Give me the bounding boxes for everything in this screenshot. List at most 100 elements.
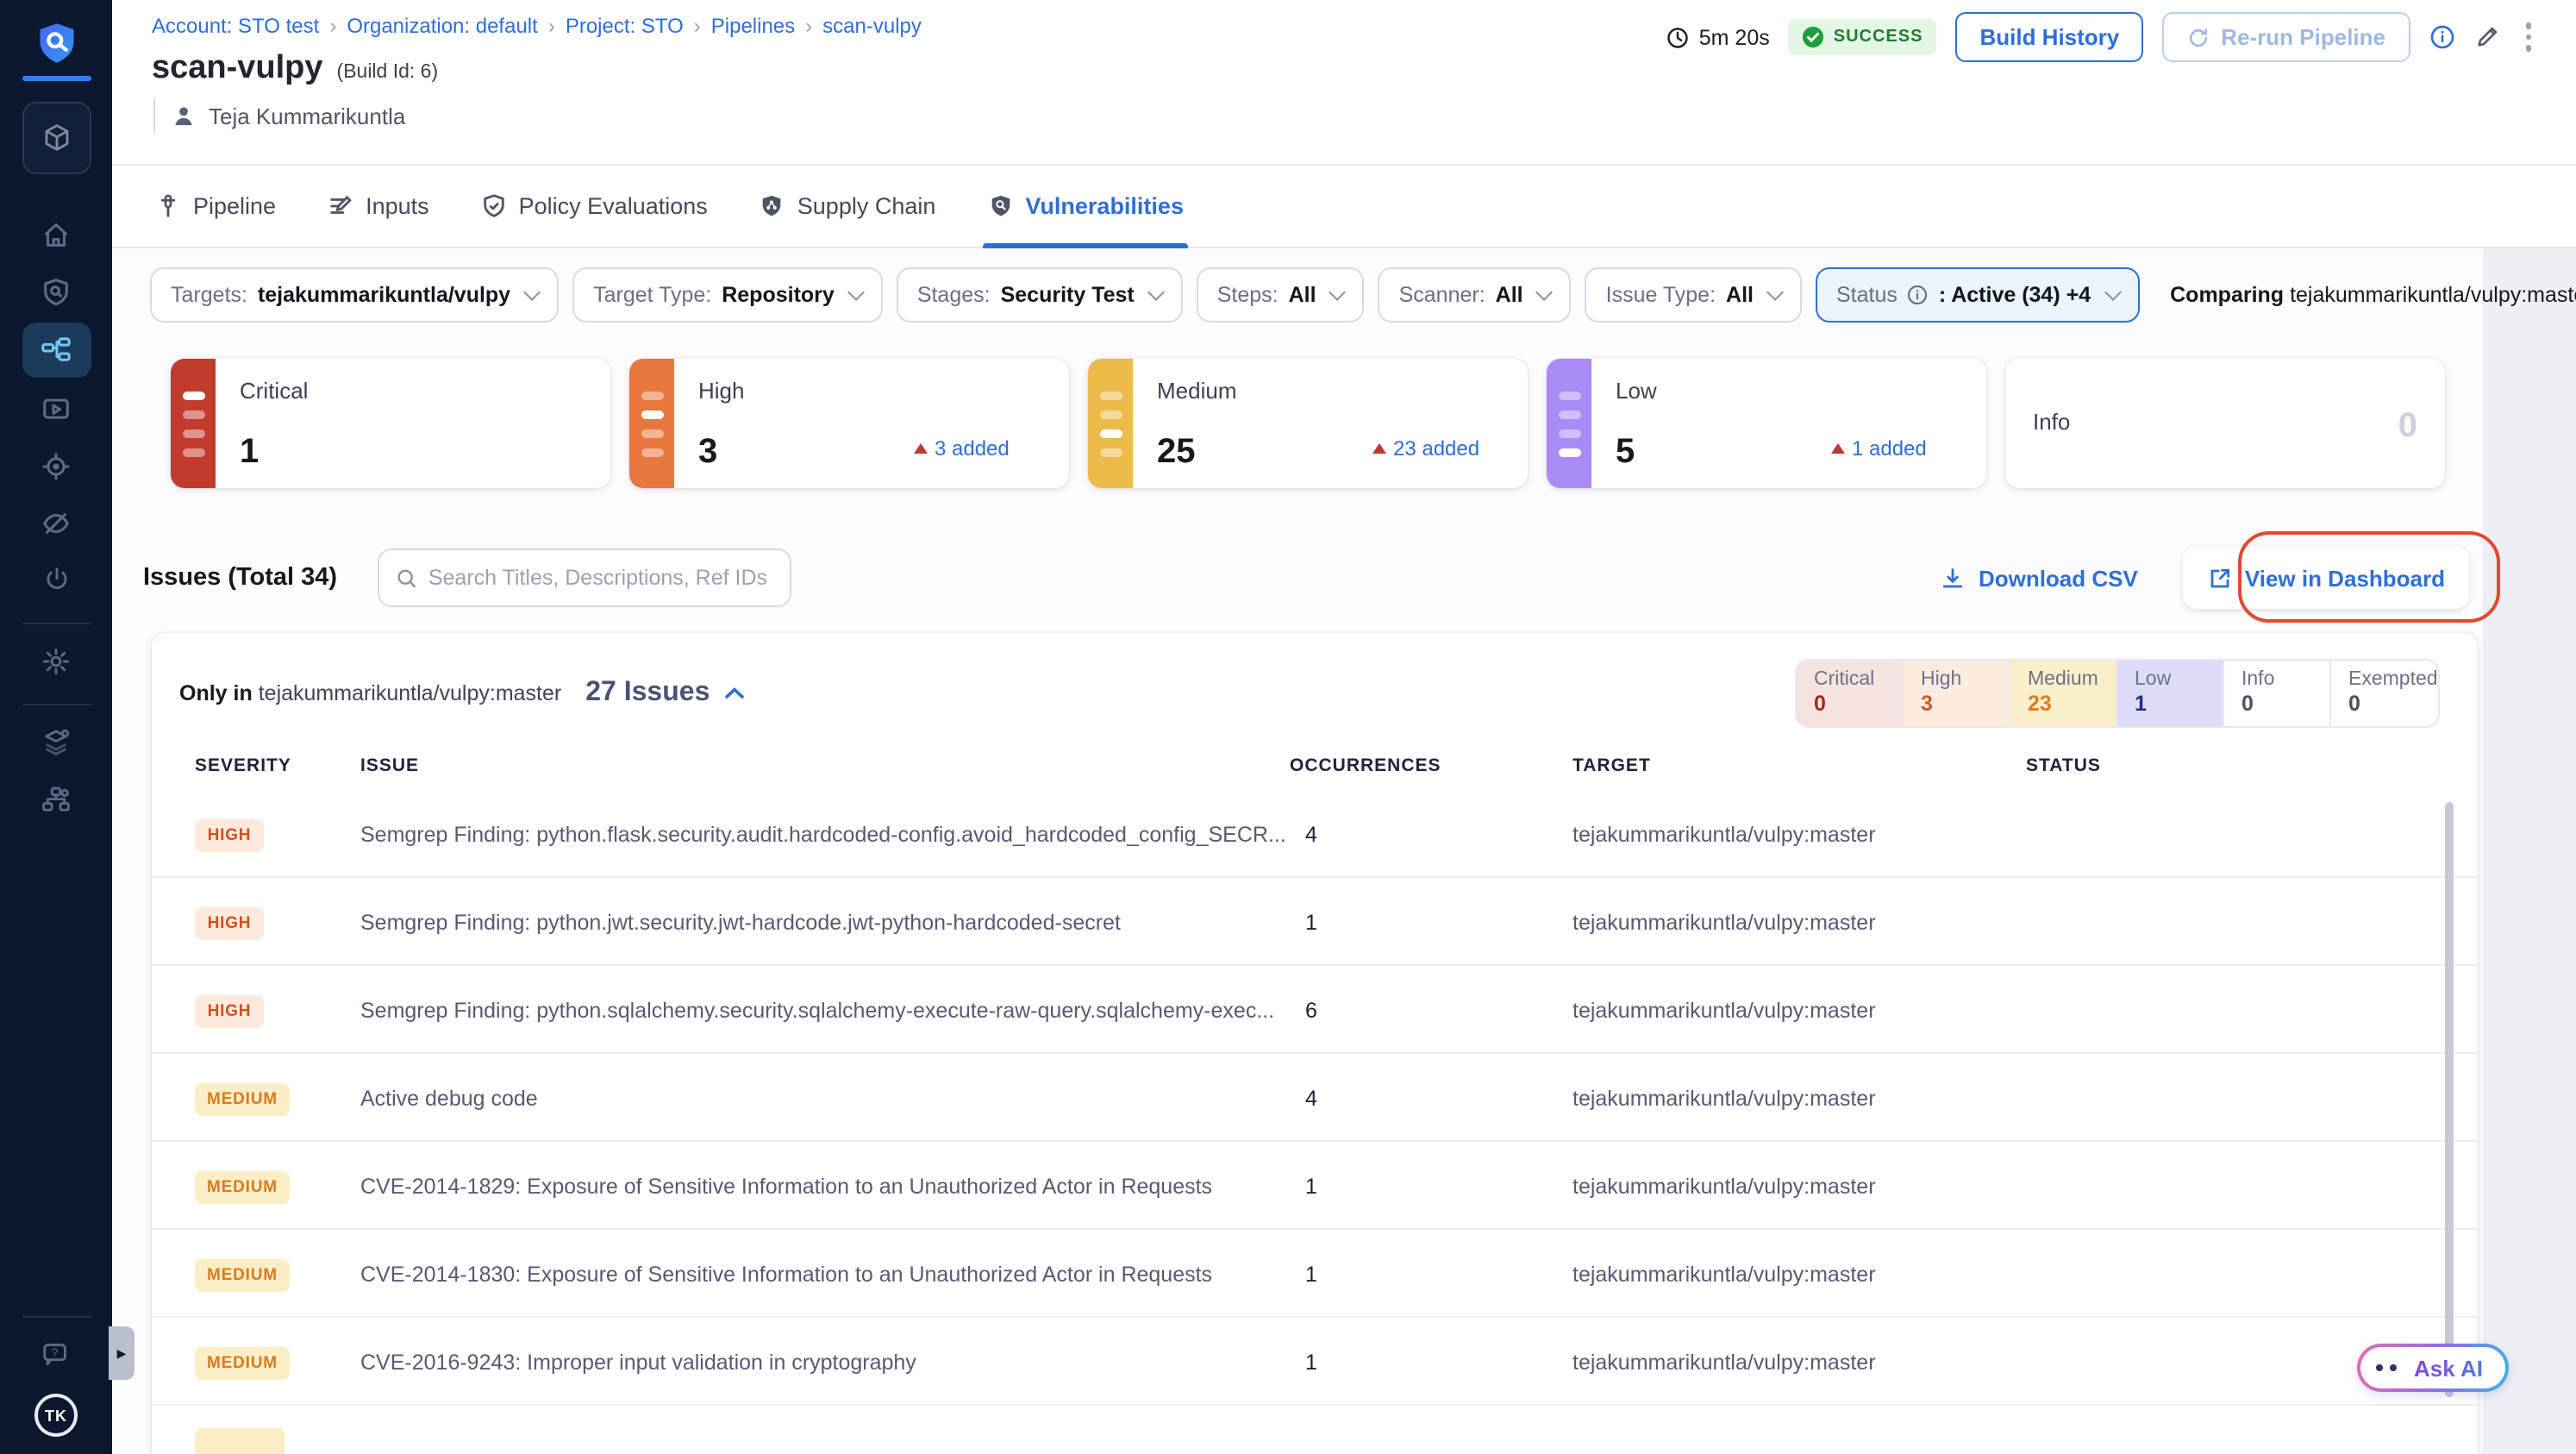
issues-search[interactable] — [377, 548, 791, 607]
module-selector-button[interactable] — [22, 102, 91, 174]
vulnerabilities-content: Targets: tejakummarikuntla/vulpy Target … — [112, 248, 2576, 1454]
breadcrumb-account[interactable]: Account: STO test — [152, 14, 320, 38]
table-row-partial[interactable] — [152, 1407, 2478, 1454]
chevron-down-icon — [847, 283, 865, 300]
added-indicator: 1 added — [1831, 436, 1927, 461]
severity-badge: MEDIUM — [195, 1258, 290, 1291]
table-row[interactable]: MEDIUM CVE-2014-1829: Exposure of Sensit… — [152, 1144, 2478, 1230]
tab-supply-chain[interactable]: Supply Chain — [760, 166, 935, 247]
page-title: scan-vulpy — [152, 50, 323, 86]
severity-badge: HIGH — [195, 906, 264, 939]
tab-vulnerabilities[interactable]: Vulnerabilities — [982, 166, 1189, 248]
search-input[interactable] — [428, 566, 772, 590]
edit-pipeline-icon[interactable] — [2473, 24, 2499, 50]
table-header: SEVERITY ISSUE OCCURRENCES TARGET STATUS — [152, 755, 2478, 776]
group-collapse-toggle[interactable]: 27 Issues — [585, 678, 744, 709]
card-label: Medium — [1157, 378, 1237, 404]
steps-filter[interactable]: Steps: All — [1196, 267, 1365, 323]
breadcrumb-pipelines[interactable]: Pipelines — [710, 14, 796, 38]
sidebar-divider — [22, 623, 91, 624]
stages-filter[interactable]: Stages: Security Test — [896, 267, 1183, 323]
issues-group-header: Only in tejakummarikuntla/vulpy:master 2… — [152, 659, 2478, 728]
policy-shield-icon — [483, 194, 504, 217]
build-history-button[interactable]: Build History — [1955, 12, 2144, 62]
sidebar-item-hidden[interactable] — [22, 497, 91, 548]
tab-pipeline[interactable]: Pipeline — [155, 166, 276, 247]
chevron-down-icon — [1535, 283, 1554, 300]
download-icon — [1943, 567, 1964, 587]
added-indicator: 23 added — [1372, 436, 1479, 461]
up-triangle-icon — [914, 443, 928, 454]
scanner-filter[interactable]: Scanner: All — [1378, 267, 1572, 323]
issue-type-filter[interactable]: Issue Type: All — [1585, 267, 1802, 323]
high-card[interactable]: High 3 3 added — [629, 359, 1069, 488]
low-card[interactable]: Low 5 1 added — [1547, 359, 1986, 488]
breadcrumb-project[interactable]: Project: STO — [565, 14, 684, 38]
rerun-pipeline-button[interactable]: Re-run Pipeline — [2162, 12, 2410, 62]
issues-panel: Only in tejakummarikuntla/vulpy:master 2… — [152, 633, 2478, 1454]
severity-meter-icon — [629, 359, 674, 488]
occurrences-count: 1 — [1305, 1350, 1317, 1374]
severity-badge — [195, 1428, 284, 1454]
user-avatar[interactable]: TK — [34, 1394, 78, 1437]
targets-filter[interactable]: Targets: tejakummarikuntla/vulpy — [150, 267, 560, 323]
table-row[interactable]: HIGH Semgrep Finding: python.flask.secur… — [152, 792, 2478, 878]
tab-inputs[interactable]: Inputs — [328, 166, 429, 247]
issues-total-title: Issues (Total 34) — [143, 564, 338, 592]
sidebar-item-help[interactable]: ? — [22, 1328, 91, 1380]
download-csv-button[interactable]: Download CSV — [1941, 565, 2138, 591]
chevron-down-icon — [2104, 283, 2122, 300]
sto-shield-logo[interactable] — [34, 21, 78, 66]
chip-exempted[interactable]: Exempted 0 — [2348, 669, 2438, 716]
critical-card[interactable]: Critical 1 — [171, 359, 610, 488]
external-link-icon — [2210, 567, 2229, 587]
table-row[interactable]: MEDIUM Active debug code 4 tejakummariku… — [152, 1056, 2478, 1142]
build-id: (Build Id: 6) — [336, 62, 439, 83]
table-row[interactable]: HIGH Semgrep Finding: python.jwt.securit… — [152, 880, 2478, 966]
status-filter[interactable]: Status : Active (34) +4 — [1816, 267, 2140, 323]
sidebar-expand-handle[interactable]: ▶ — [109, 1326, 134, 1380]
breadcrumb-current-pipeline[interactable]: scan-vulpy — [822, 14, 922, 38]
issue-title: CVE-2016-9243: Improper input validation… — [360, 1350, 916, 1374]
logo-active-indicator — [22, 76, 91, 81]
view-in-dashboard-button[interactable]: View in Dashboard — [2182, 547, 2469, 609]
breadcrumb-organization[interactable]: Organization: default — [347, 14, 538, 38]
sidebar-item-overview[interactable] — [22, 266, 91, 317]
info-card[interactable]: Info 0 — [2005, 359, 2445, 488]
triggered-by: Teja Kummarikuntla — [153, 98, 2576, 133]
table-scrollbar[interactable] — [2445, 802, 2454, 1397]
sidebar-item-targets[interactable] — [22, 440, 91, 492]
chip-low[interactable]: Low 1 — [2117, 661, 2224, 726]
occurrences-count: 6 — [1305, 998, 1317, 1022]
sidebar-item-executions[interactable] — [22, 383, 91, 435]
medium-card[interactable]: Medium 25 23 added — [1088, 359, 1528, 488]
chip-high[interactable]: High 3 — [1904, 661, 2010, 726]
supply-chain-shield-icon — [763, 195, 782, 216]
chip-info[interactable]: Info 0 — [2224, 661, 2331, 726]
ask-ai-button[interactable]: Ask AI — [2357, 1344, 2509, 1392]
sidebar-item-home[interactable] — [22, 209, 91, 260]
chevron-up-icon — [724, 687, 744, 699]
page-gutter — [2483, 248, 2576, 1454]
table-row[interactable]: MEDIUM CVE-2016-9243: Improper input val… — [152, 1319, 2478, 1406]
table-row[interactable]: HIGH Semgrep Finding: python.sqlalchemy.… — [152, 968, 2478, 1054]
chip-critical[interactable]: Critical 0 — [1797, 661, 1904, 726]
sidebar-item-default-settings[interactable] — [22, 716, 91, 768]
pencil-icon — [2477, 27, 2497, 47]
sidebar-item-project-settings[interactable] — [22, 635, 91, 686]
more-options-menu[interactable] — [2518, 20, 2538, 55]
up-triangle-icon — [1372, 443, 1386, 454]
sidebar-item-exemptions[interactable] — [22, 554, 91, 605]
chip-medium[interactable]: Medium 23 — [2010, 661, 2117, 726]
table-row[interactable]: MEDIUM CVE-2014-1830: Exposure of Sensit… — [152, 1232, 2478, 1318]
tab-policy-evaluations[interactable]: Policy Evaluations — [481, 166, 708, 247]
sidebar-item-pipelines[interactable] — [22, 323, 91, 378]
target-type-filter[interactable]: Target Type: Repository — [572, 267, 883, 323]
sidebar-item-account-settings[interactable] — [22, 773, 91, 824]
help-chat-icon: ? — [43, 1343, 66, 1365]
info-icon[interactable] — [2429, 24, 2454, 50]
card-count: 3 — [698, 433, 718, 471]
severity-badge: HIGH — [195, 994, 264, 1027]
comparison-label: Comparing tejakummarikuntla/vulpy:master… — [2170, 283, 2576, 307]
